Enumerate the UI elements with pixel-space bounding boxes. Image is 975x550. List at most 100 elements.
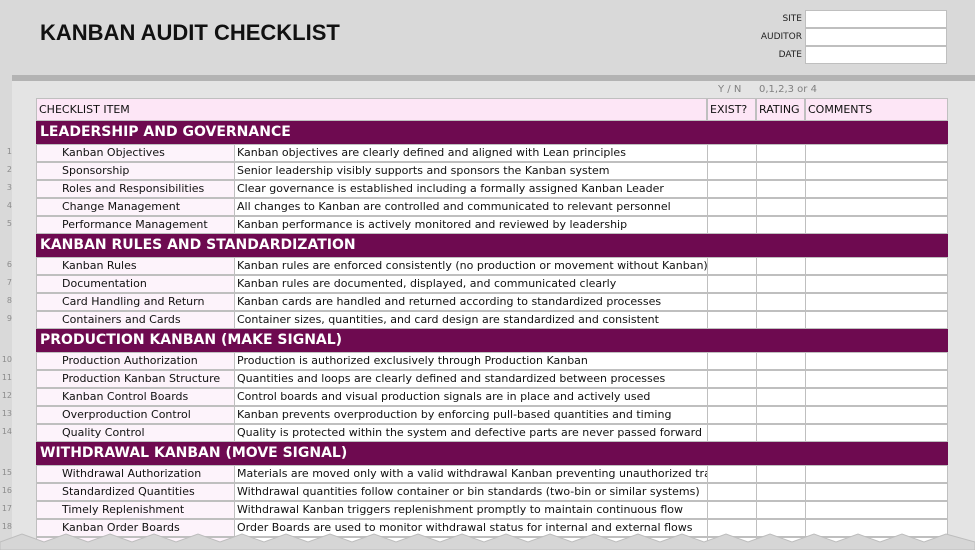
rating-cell — [756, 144, 806, 162]
exist-cell — [707, 501, 757, 519]
item-description: Kanban prevents overproduction by enforc… — [234, 406, 708, 424]
row-number: 15 — [1, 468, 12, 477]
rating-cell — [756, 370, 806, 388]
row-number: 5 — [6, 219, 12, 228]
row-number: 2 — [6, 165, 12, 174]
row-number: 10 — [1, 355, 12, 364]
field-input — [805, 46, 947, 64]
exist-cell — [707, 198, 757, 216]
item-name: Kanban Control Boards — [36, 388, 235, 406]
column-header: EXIST? — [707, 98, 756, 121]
item-description: Materials are moved only with a valid wi… — [234, 465, 708, 483]
rating-cell — [756, 352, 806, 370]
hint-label: Y / N — [718, 84, 742, 95]
item-description: Kanban rules are documented, displayed, … — [234, 275, 708, 293]
item-description: Production is authorized exclusively thr… — [234, 352, 708, 370]
exist-cell — [707, 311, 757, 329]
comments-cell — [805, 257, 948, 275]
item-name: Kanban Objectives — [36, 144, 235, 162]
rating-cell — [756, 465, 806, 483]
exist-cell — [707, 144, 757, 162]
item-description: Quantities and loops are clearly defined… — [234, 370, 708, 388]
item-description: Withdrawal quantities follow container o… — [234, 483, 708, 501]
rating-cell — [756, 424, 806, 442]
item-description: All changes to Kanban are controlled and… — [234, 198, 708, 216]
column-header: COMMENTS — [805, 98, 948, 121]
item-description: Kanban rules are enforced consistently (… — [234, 257, 708, 275]
row-number: 3 — [6, 183, 12, 192]
item-description: Control boards and visual production sig… — [234, 388, 708, 406]
item-name: Sponsorship — [36, 162, 235, 180]
item-name: Change Management — [36, 198, 235, 216]
comments-cell — [805, 352, 948, 370]
comments-cell — [805, 519, 948, 537]
row-number: 4 — [6, 201, 12, 210]
item-description: Clear governance is established includin… — [234, 180, 708, 198]
column-header: RATING — [756, 98, 805, 121]
comments-cell — [805, 424, 948, 442]
row-number: 11 — [1, 373, 12, 382]
exist-cell — [707, 162, 757, 180]
section-header: KANBAN RULES AND STANDARDIZATION — [36, 234, 948, 257]
item-name: Production Kanban Structure — [36, 370, 235, 388]
item-description: Kanban objectives are clearly defined an… — [234, 144, 708, 162]
comments-cell — [805, 370, 948, 388]
comments-cell — [805, 144, 948, 162]
row-number: 6 — [6, 260, 12, 269]
section-header: WITHDRAWAL KANBAN (MOVE SIGNAL) — [36, 442, 948, 465]
item-name: Containers and Cards — [36, 311, 235, 329]
row-number: 12 — [1, 391, 12, 400]
field-input — [805, 28, 947, 46]
comments-cell — [805, 465, 948, 483]
comments-cell — [805, 501, 948, 519]
row-number: 17 — [1, 504, 12, 513]
item-name: Kanban Order Boards — [36, 519, 235, 537]
row-number: 7 — [6, 278, 12, 287]
item-name: Roles and Responsibilities — [36, 180, 235, 198]
hint-label: 0,1,2,3 or 4 — [759, 84, 817, 95]
item-name: Performance Management — [36, 216, 235, 234]
rating-cell — [756, 216, 806, 234]
row-number: 13 — [1, 409, 12, 418]
item-description: Kanban cards are handled and returned ac… — [234, 293, 708, 311]
exist-cell — [707, 388, 757, 406]
rating-cell — [756, 501, 806, 519]
row-number: 14 — [1, 427, 12, 436]
comments-cell — [805, 293, 948, 311]
item-name: Production Authorization — [36, 352, 235, 370]
exist-cell — [707, 406, 757, 424]
item-description: Senior leadership visibly supports and s… — [234, 162, 708, 180]
field-label: DATE — [778, 50, 802, 60]
item-name: Withdrawal Authorization — [36, 465, 235, 483]
field-label: AUDITOR — [760, 32, 802, 42]
exist-cell — [707, 370, 757, 388]
row-number: 18 — [1, 522, 12, 531]
comments-cell — [805, 162, 948, 180]
rating-cell — [756, 293, 806, 311]
item-name: Card Handling and Return — [36, 293, 235, 311]
item-description: Quality is protected within the system a… — [234, 424, 708, 442]
exist-cell — [707, 465, 757, 483]
item-name: Quality Control — [36, 424, 235, 442]
exist-cell — [707, 424, 757, 442]
item-name: Documentation — [36, 275, 235, 293]
row-number: 9 — [6, 314, 12, 323]
item-description: Withdrawal Kanban triggers replenishment… — [234, 501, 708, 519]
rating-cell — [756, 388, 806, 406]
item-name: Kanban Rules — [36, 257, 235, 275]
exist-cell — [707, 483, 757, 501]
field-label: SITE — [782, 14, 802, 24]
rating-cell — [756, 162, 806, 180]
column-header: CHECKLIST ITEM — [36, 98, 707, 121]
item-name: Standardized Quantities — [36, 483, 235, 501]
exist-cell — [707, 352, 757, 370]
page-title: KANBAN AUDIT CHECKLIST — [40, 20, 340, 45]
exist-cell — [707, 275, 757, 293]
exist-cell — [707, 257, 757, 275]
section-header: LEADERSHIP AND GOVERNANCE — [36, 121, 948, 144]
exist-cell — [707, 293, 757, 311]
comments-cell — [805, 388, 948, 406]
rating-cell — [756, 406, 806, 424]
comments-cell — [805, 483, 948, 501]
